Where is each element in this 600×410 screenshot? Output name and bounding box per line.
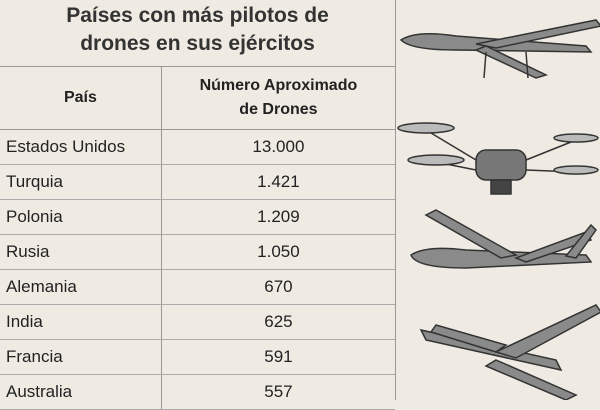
header-cell: Número Aproximado de Drones — [160, 66, 395, 130]
table: País Número Aproximado de Drones Estados… — [0, 66, 395, 410]
count-cell: 1.421 — [160, 164, 395, 200]
country-cell: India — [0, 304, 162, 340]
table-body: Estados Unidos 13.000 Turquia 1.421 Polonia 1… — [0, 129, 395, 410]
count-cell: 591 — [160, 339, 395, 375]
country-cell: Rusia — [0, 234, 162, 270]
table-row: Polonia 1.209 — [0, 199, 395, 235]
country-cell: Turquia — [0, 164, 162, 200]
table-row: Rusia 1.050 — [0, 234, 395, 270]
country-cell: Alemania — [0, 269, 162, 305]
country-cell: Estados Unidos — [0, 129, 162, 165]
drone-4 — [419, 304, 600, 400]
header-text: Número Aproximado de Drones — [199, 77, 358, 118]
count-cell: 1.209 — [160, 199, 395, 235]
header-row: País Número Aproximado de Drones — [0, 66, 395, 130]
table-head: País Número Aproximado de Drones — [0, 66, 395, 130]
title: Países con más pilotos de drones en sus … — [0, 2, 395, 58]
table-row: Australia 557 — [0, 374, 395, 410]
count-cell: 625 — [160, 304, 395, 340]
country-cell: Australia — [0, 374, 162, 410]
table-row: India 625 — [0, 304, 395, 340]
count-cell: 13.000 — [160, 129, 395, 165]
header-cell: País — [0, 66, 162, 130]
drone-2 — [397, 122, 599, 195]
drone-1 — [399, 19, 600, 79]
country-cell: Polonia — [0, 199, 162, 235]
table-row: Francia 591 — [0, 339, 395, 375]
country-cell: Francia — [0, 339, 162, 375]
count-cell: 1.050 — [160, 234, 395, 270]
table-row: Estados Unidos 13.000 — [0, 129, 395, 165]
count-cell: 670 — [160, 269, 395, 305]
drone-illustrations — [395, 0, 600, 400]
drone-3 — [410, 209, 597, 269]
title-line: drones en sus ejércitos — [80, 32, 315, 55]
table-row: Turquia 1.421 — [0, 164, 395, 200]
count-cell: 557 — [160, 374, 395, 410]
title-line: Países con más pilotos de — [66, 4, 329, 27]
table-row: Alemania 670 — [0, 269, 395, 305]
